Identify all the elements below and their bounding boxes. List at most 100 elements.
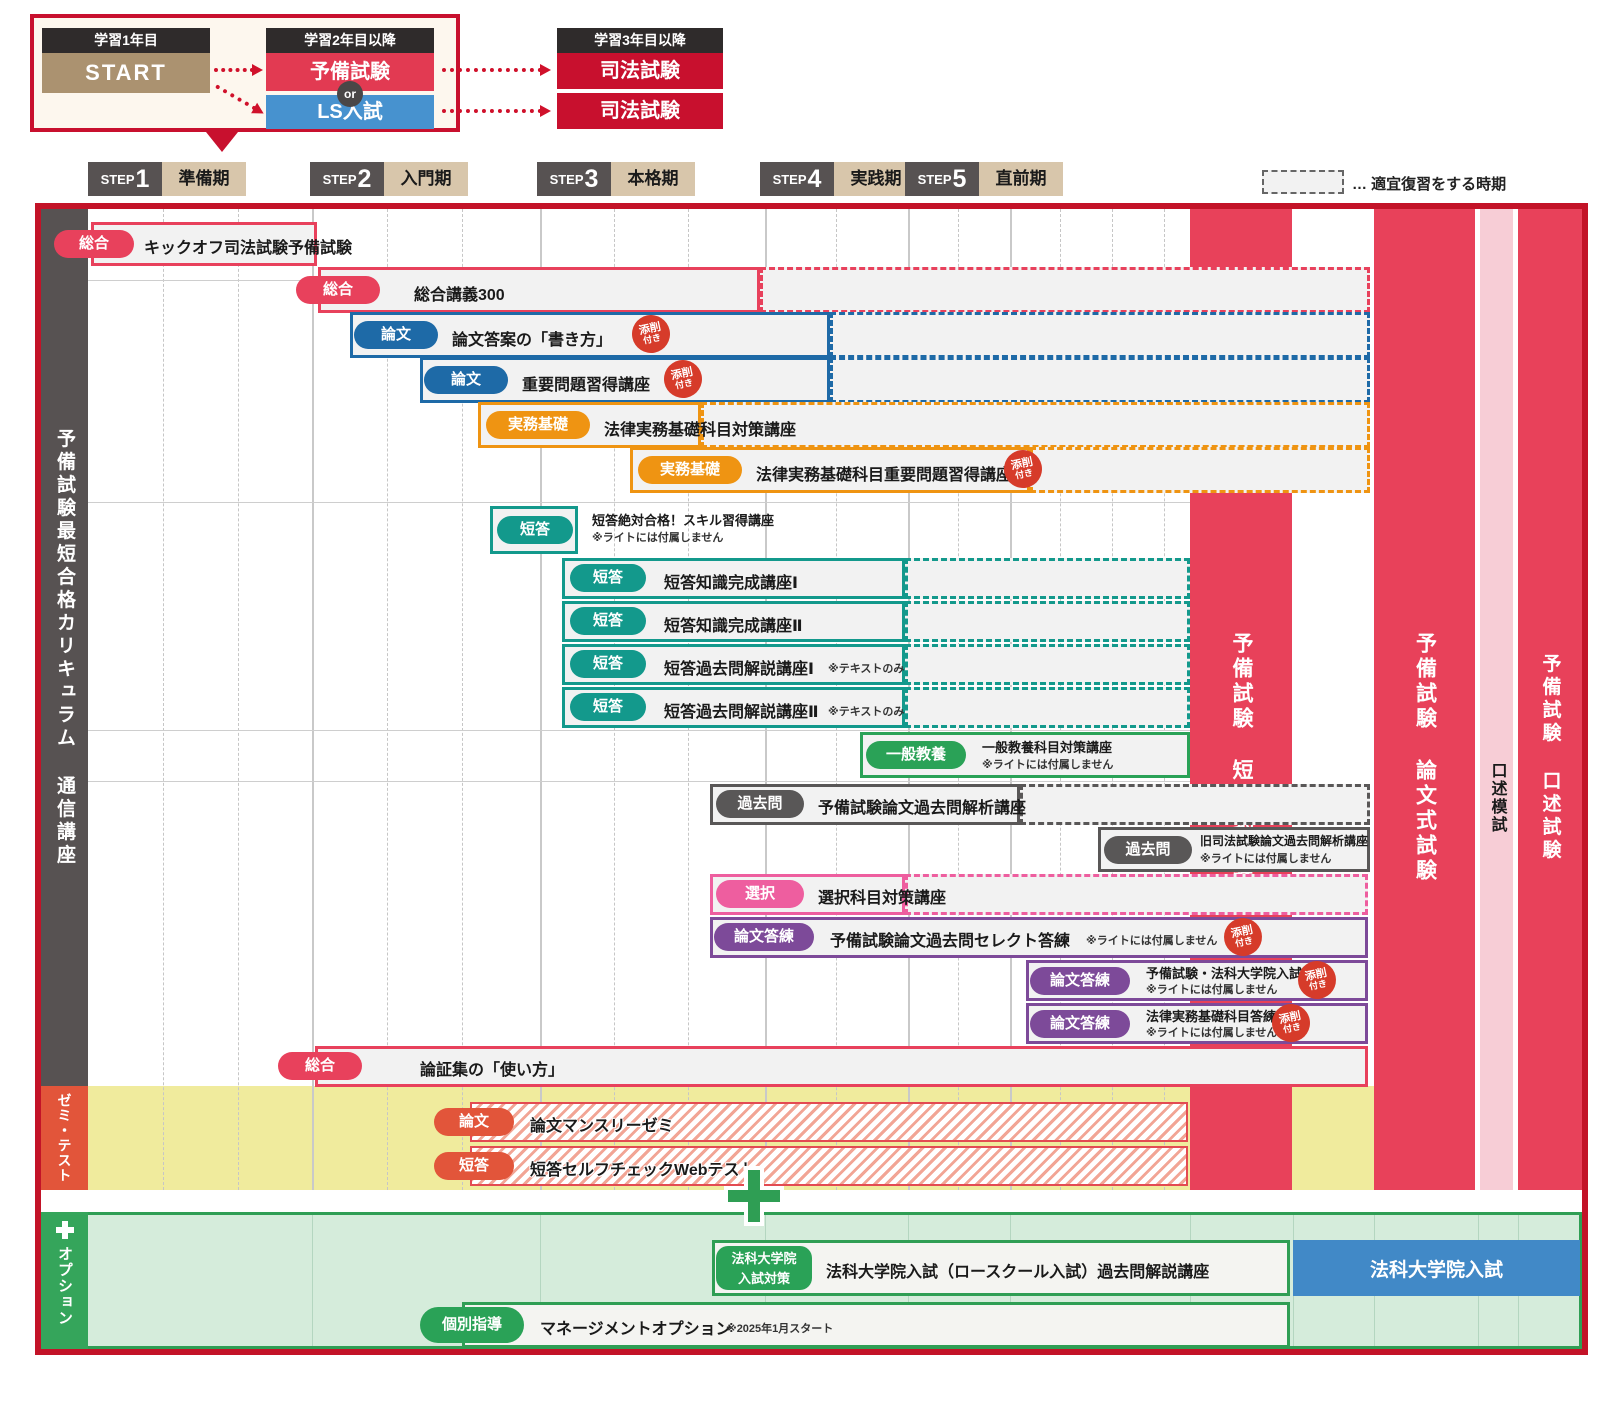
arrow-ls-to-shiho <box>442 105 551 117</box>
column-oral-label: 予備試験 口述試験 <box>1539 653 1561 863</box>
row-pill: 実務基礎 <box>486 411 590 439</box>
row-title: 短答知識完成講座Ⅰ <box>664 575 798 592</box>
sidebar-zemi-test: ゼミ・テスト <box>41 1086 88 1190</box>
column-oral-exam: 予備試験 口述試験 <box>1518 209 1582 1190</box>
flow-shihoshiken-2: 司法試験 <box>557 93 723 129</box>
column-oral-mock: 口述模試 <box>1480 209 1513 1190</box>
row-pill: 過去問 <box>716 790 804 818</box>
gridline <box>540 1215 541 1346</box>
group-separator <box>88 730 1190 731</box>
row-pill: 論文 <box>434 1108 514 1136</box>
sidebar-main-label: 予備試験最短合格カリキュラム 通信講座 <box>54 428 75 867</box>
column-ronbun-label: 予備試験 論文式試験 <box>1413 632 1437 885</box>
group-separator <box>88 781 1190 782</box>
gridline <box>163 209 164 1190</box>
row-title: 一般教養科目対策講座 <box>982 740 1113 755</box>
row-pill: 総合 <box>296 276 380 304</box>
plus-icon <box>56 1221 74 1239</box>
step-1-box: STEP 1 <box>88 162 162 196</box>
flow-or-badge: or <box>337 81 363 107</box>
row-review-span <box>905 687 1190 728</box>
row-review-span <box>905 644 1190 685</box>
row-pill: 個別指導 <box>420 1307 524 1343</box>
row-title: キックオフ司法試験予備試験 <box>144 240 353 257</box>
arrow-yobi-to-shiho <box>442 64 551 76</box>
row-title: マネージメントオプション <box>540 1321 732 1338</box>
row-title: 論文答案の「書き方」 <box>452 332 613 349</box>
row-pill: 短答 <box>570 693 646 721</box>
row-bar <box>420 357 830 403</box>
row-pill: 実務基礎 <box>638 456 742 484</box>
sidebar-option-label: オプション <box>56 1245 73 1326</box>
row-pill: 短答 <box>497 516 573 544</box>
row-pill: 法科大学院 入試対策 <box>716 1246 812 1290</box>
row-note: ※ライトには付属しません <box>1146 984 1278 996</box>
row-note: ※ライトには付属しません <box>1200 853 1332 865</box>
gridline <box>238 209 239 1190</box>
sidebar-main-curriculum: 予備試験最短合格カリキュラム 通信講座 <box>41 209 88 1086</box>
row-review-span <box>830 357 1370 403</box>
row-review-span <box>1020 784 1370 825</box>
row-title: 選択科目対策講座 <box>818 890 947 907</box>
row-title: 法律実務基礎科目重要問題習得講座 <box>756 467 1013 484</box>
row-pill: 短答 <box>570 650 646 678</box>
row-title: 短答絶対合格！スキル習得講座 <box>592 513 775 528</box>
sidebar-option: オプション <box>41 1212 88 1349</box>
row-review-span <box>905 601 1190 642</box>
row-note: ※ライトには付属しません <box>982 759 1114 771</box>
row-title: 論証集の「使い方」 <box>420 1062 565 1079</box>
row-note: ※テキストのみ <box>828 706 905 718</box>
row-pill: 過去問 <box>1104 836 1192 864</box>
flow-shihoshiken-1: 司法試験 <box>557 53 723 89</box>
row-title: 論文マンスリーゼミ <box>530 1118 674 1135</box>
row-bar <box>562 687 905 728</box>
lawschool-exam-box: 法科大学院入試 <box>1293 1240 1580 1296</box>
step-3-period: 本格期 <box>611 162 695 196</box>
row-note: ※ライトには付属しません <box>592 532 724 544</box>
row-pill: 短答 <box>570 564 646 592</box>
row-title: 短答知識完成講座Ⅱ <box>664 618 803 635</box>
row-pill: 一般教養 <box>866 741 966 769</box>
row-title: 予備試験・法科大学院入試答練 <box>1146 966 1329 981</box>
row-title: 法科大学院入試（ロースクール入試）過去問解説講座 <box>826 1264 1210 1281</box>
row-title: 重要問題習得講座 <box>522 377 651 394</box>
row-title: 予備試験論文過去問解析講座 <box>818 800 1027 817</box>
step-2-box: STEP 2 <box>310 162 384 196</box>
row-title: 短答過去問解説講座Ⅱ <box>664 704 819 721</box>
row-pill: 論文答練 <box>714 923 814 951</box>
arrow-start-to-yobi <box>214 64 263 76</box>
row-bar <box>318 267 760 313</box>
gridline <box>312 1215 313 1346</box>
row-review-span <box>905 558 1190 599</box>
group-separator <box>88 502 1190 503</box>
row-pill: 短答 <box>570 607 646 635</box>
row-title: 短答過去問解説講座Ⅰ <box>664 661 814 678</box>
gridline <box>540 209 542 1190</box>
flow-start: START <box>42 53 210 93</box>
plus-connector-icon <box>724 1166 784 1226</box>
step-4-box: STEP 4 <box>760 162 834 196</box>
column-oral-mock-label: 口述模試 <box>1488 761 1506 834</box>
step-5-box: STEP 5 <box>905 162 979 196</box>
legend-review-box <box>1262 170 1344 194</box>
row-pill: 選択 <box>716 880 804 908</box>
flow-pointer-icon <box>206 132 238 152</box>
row-pill: 論文答練 <box>1030 1010 1130 1038</box>
row-note: ※テキストのみ <box>828 663 905 675</box>
row-title: 法律実務基礎科目対策講座 <box>604 422 797 439</box>
row-review-span <box>1030 447 1370 493</box>
row-title: 法律実務基礎科目答練 <box>1146 1009 1277 1024</box>
row-pill: 短答 <box>434 1152 514 1180</box>
flow-stage2-header: 学習2年目以降 <box>266 28 434 53</box>
row-pill: 論文答練 <box>1030 967 1130 995</box>
row-review-span <box>830 312 1370 358</box>
gridline <box>312 209 314 1190</box>
step-2-period: 入門期 <box>384 162 468 196</box>
row-title: 総合講義300 <box>414 287 505 304</box>
row-review-span <box>760 267 1370 313</box>
row-pill: 総合 <box>54 230 134 258</box>
row-pill: 総合 <box>278 1052 362 1080</box>
step-4-period: 実践期 <box>834 162 918 196</box>
row-bar <box>470 1102 1188 1142</box>
